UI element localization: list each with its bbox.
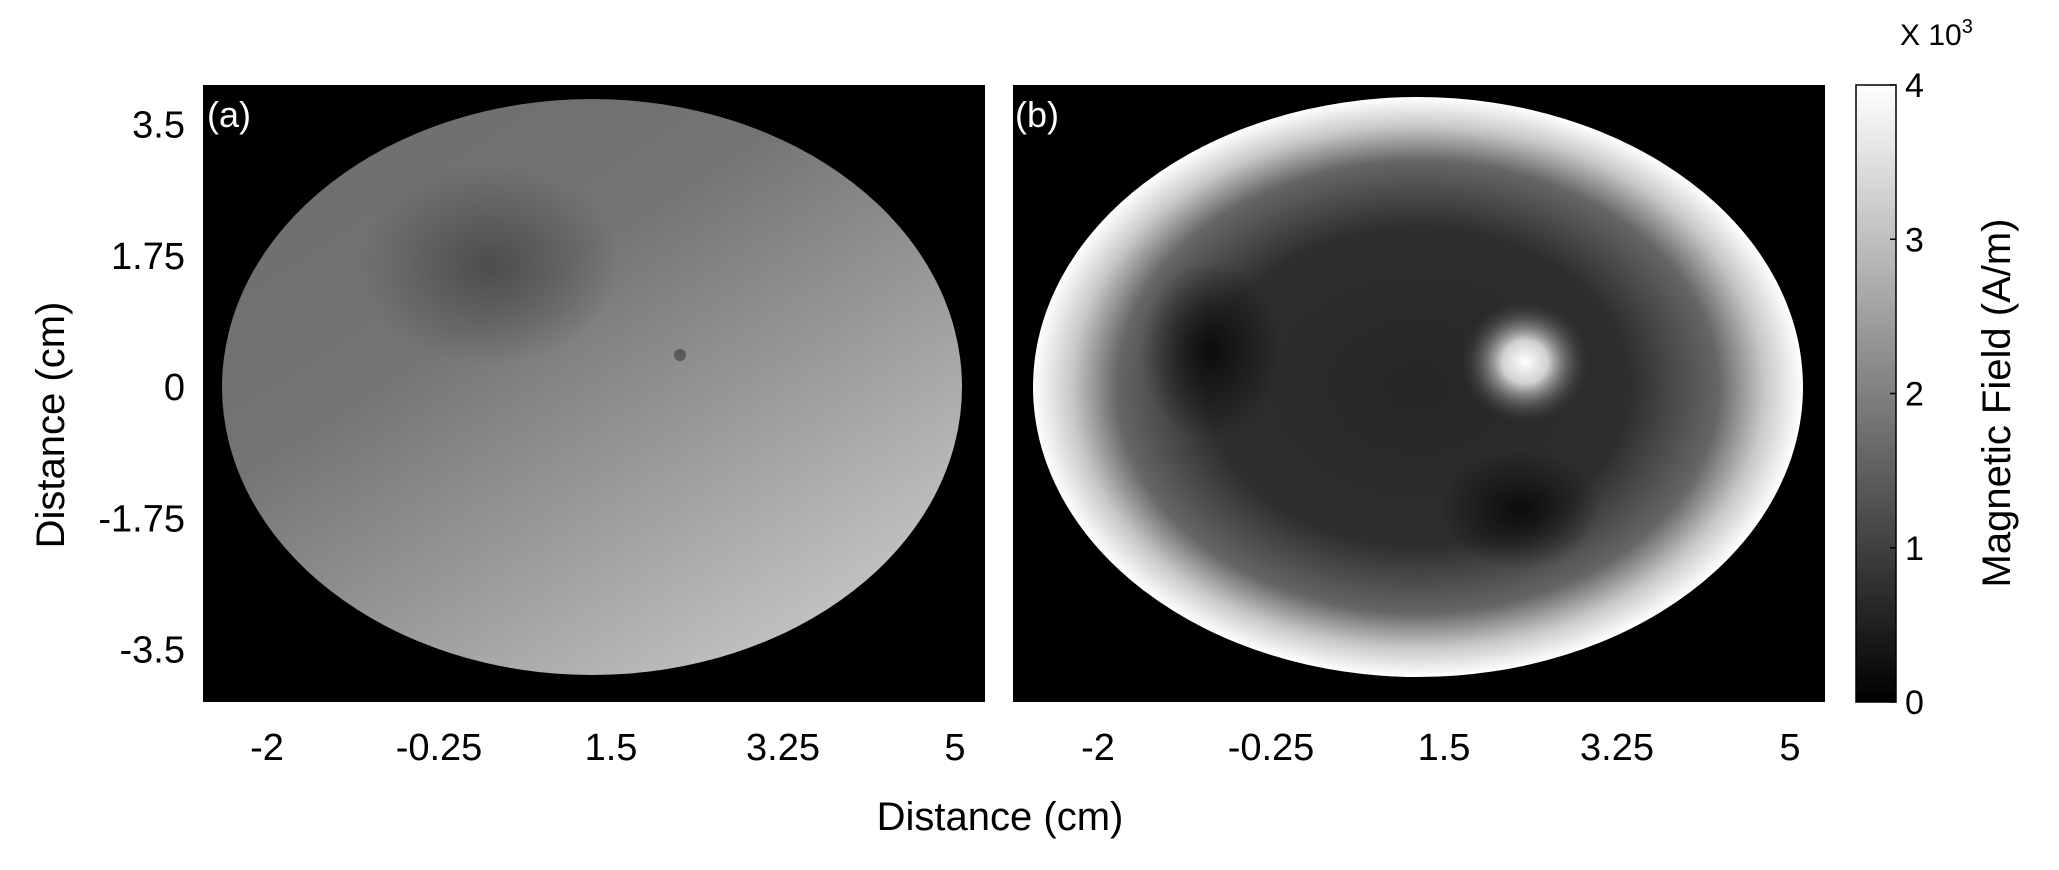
x-tick-label: 5 <box>944 727 965 769</box>
colorbar-tick-label: 0 <box>1905 684 1924 722</box>
colorbar-ticks: 4 3 2 1 0 <box>1890 67 1924 722</box>
x-tick-label: -0.25 <box>1228 727 1315 769</box>
y-axis-ticks: 3.5 1.75 0 -1.75 -3.5 <box>98 105 185 672</box>
x-tick-label: 3.25 <box>746 727 820 769</box>
x-tick-label: -2 <box>250 727 284 769</box>
y-tick-label: 3.5 <box>132 105 185 147</box>
x-tick-label: 1.5 <box>585 727 638 769</box>
panel-a-field-disk <box>222 99 962 675</box>
y-tick-label: -1.75 <box>98 498 185 540</box>
x-tick-label: 5 <box>1779 727 1800 769</box>
colorbar-label: Magnetic Field (A/m) <box>1975 219 2019 588</box>
panel-a-dark-region <box>360 165 620 365</box>
y-tick-label: 1.75 <box>111 236 185 278</box>
panel-b-dark-lower <box>1440 450 1600 570</box>
colorbar-tick-label: 4 <box>1905 67 1924 105</box>
panel-b-label: (b) <box>1015 94 1059 135</box>
x-axis-ticks-b: -2 -0.25 1.5 3.25 5 <box>1081 727 1800 769</box>
colorbar-tick-label: 3 <box>1905 221 1924 259</box>
y-axis-label: Distance (cm) <box>29 302 73 549</box>
panel-b: (b) <box>1013 85 1825 702</box>
colorbar-multiplier-base: X 10 <box>1900 19 1962 52</box>
colorbar-tick-label: 2 <box>1905 376 1924 414</box>
x-tick-label: 1.5 <box>1418 727 1471 769</box>
colorbar-tick-label: 1 <box>1905 530 1924 568</box>
panel-a-label: (a) <box>207 94 251 135</box>
colorbar-multiplier: X 103 <box>1900 16 1973 52</box>
panel-a-singular-point <box>674 349 686 361</box>
x-axis-ticks-a: -2 -0.25 1.5 3.25 5 <box>250 727 965 769</box>
x-tick-label: -2 <box>1081 727 1115 769</box>
x-axis-label: Distance (cm) <box>877 795 1124 839</box>
colorbar-multiplier-exp: 3 <box>1962 16 1973 38</box>
panel-b-dark-left <box>1140 260 1280 440</box>
y-tick-label: 0 <box>164 367 185 409</box>
y-tick-label: -3.5 <box>120 630 185 672</box>
x-tick-label: -0.25 <box>396 727 483 769</box>
panel-b-field-disk <box>1033 97 1803 677</box>
panel-b-hot-spot <box>1460 300 1590 424</box>
x-tick-label: 3.25 <box>1580 727 1654 769</box>
panel-a: (a) <box>203 85 985 702</box>
